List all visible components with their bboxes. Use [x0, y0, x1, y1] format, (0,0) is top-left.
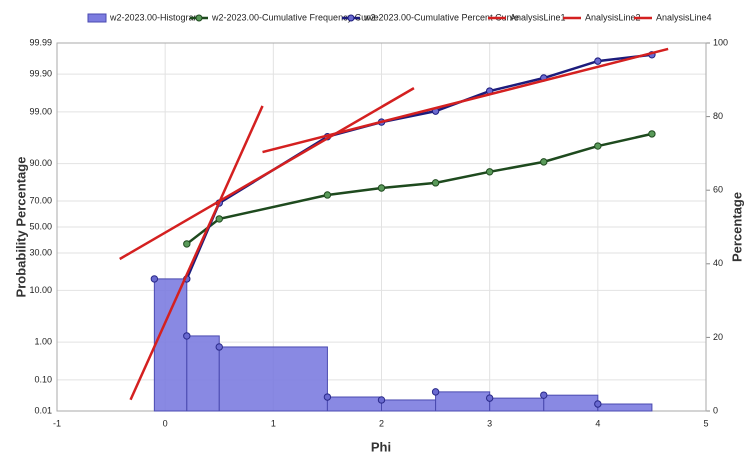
histogram-marker — [215, 343, 223, 351]
x-tick-label: 4 — [595, 418, 600, 428]
series-marker — [594, 142, 602, 150]
histogram-marker — [594, 400, 602, 408]
series-marker — [377, 184, 386, 192]
y2-tick-label: 80 — [713, 111, 723, 121]
histogram-marker — [150, 275, 159, 283]
histogram-bar — [153, 278, 188, 412]
y2-tick-label: 60 — [713, 185, 723, 195]
legend-label: w2-2023.00-Cumulative Frequency Curve — [211, 12, 379, 22]
series-marker — [594, 57, 602, 65]
legend-label: AnalysisLine2 — [585, 12, 641, 22]
x-tick-label: 3 — [487, 418, 492, 428]
y-tick-label: 99.99 — [29, 37, 52, 47]
y-axis-label: Probability Percentage — [13, 157, 28, 298]
series-line — [185, 53, 653, 280]
histogram-marker — [183, 332, 191, 340]
series-marker — [540, 158, 548, 166]
series-marker — [648, 130, 656, 138]
histogram-marker — [323, 393, 332, 401]
x-tick-label: 1 — [271, 418, 276, 428]
x-tick-label: -1 — [53, 418, 61, 428]
legend-marker — [347, 14, 355, 22]
histogram-bar — [218, 346, 328, 412]
histogram-marker — [485, 394, 494, 402]
histogram-bar — [597, 403, 653, 412]
histogram-marker — [540, 391, 548, 399]
series-marker — [431, 179, 440, 187]
histogram-marker — [377, 396, 386, 404]
x-tick-label: 0 — [163, 418, 168, 428]
x-tick-label: 5 — [703, 418, 708, 428]
y-tick-label: 99.00 — [29, 106, 52, 116]
series-marker — [183, 240, 191, 248]
y2-tick-label: 100 — [713, 37, 728, 47]
y-tick-label: 70.00 — [29, 195, 52, 205]
series-marker — [485, 168, 494, 176]
histogram-bar — [186, 335, 220, 412]
histogram-marker — [431, 388, 440, 396]
x-tick-label: 2 — [379, 418, 384, 428]
y-tick-label: 90.00 — [29, 158, 52, 168]
y-tick-label: 30.00 — [29, 247, 52, 257]
series-marker — [323, 191, 332, 199]
y-tick-label: 1.00 — [34, 336, 52, 346]
legend-swatch — [87, 13, 107, 23]
y2-tick-label: 20 — [713, 332, 723, 342]
histogram-bar — [489, 397, 545, 412]
legend-label: AnalysisLine1 — [510, 12, 566, 22]
legend-label: w2-2023.00-Histogram — [109, 12, 201, 22]
y-tick-label: 50.00 — [29, 221, 52, 231]
y2-axis-label: Percentage — [729, 192, 744, 262]
y-tick-label: 99.90 — [29, 68, 52, 78]
series-line — [262, 47, 669, 154]
y-tick-label: 0.10 — [34, 374, 52, 384]
y-tick-label: 10.00 — [29, 285, 52, 295]
x-axis-label: Phi — [371, 439, 391, 454]
legend-marker — [195, 14, 203, 22]
y2-tick-label: 0 — [713, 405, 718, 415]
series-line — [129, 105, 264, 401]
series-marker — [215, 215, 223, 223]
histogram-bar — [543, 394, 599, 412]
y-tick-label: 0.01 — [34, 405, 52, 415]
legend-label: AnalysisLine4 — [656, 12, 712, 22]
y2-tick-label: 40 — [713, 258, 723, 268]
histogram-bar — [381, 399, 437, 412]
legend-label: w2-2023.00-Cumulative Percent Curve — [363, 12, 519, 22]
series-line — [119, 87, 415, 261]
histogram-bar — [435, 391, 491, 412]
histogram-bar — [326, 396, 382, 412]
